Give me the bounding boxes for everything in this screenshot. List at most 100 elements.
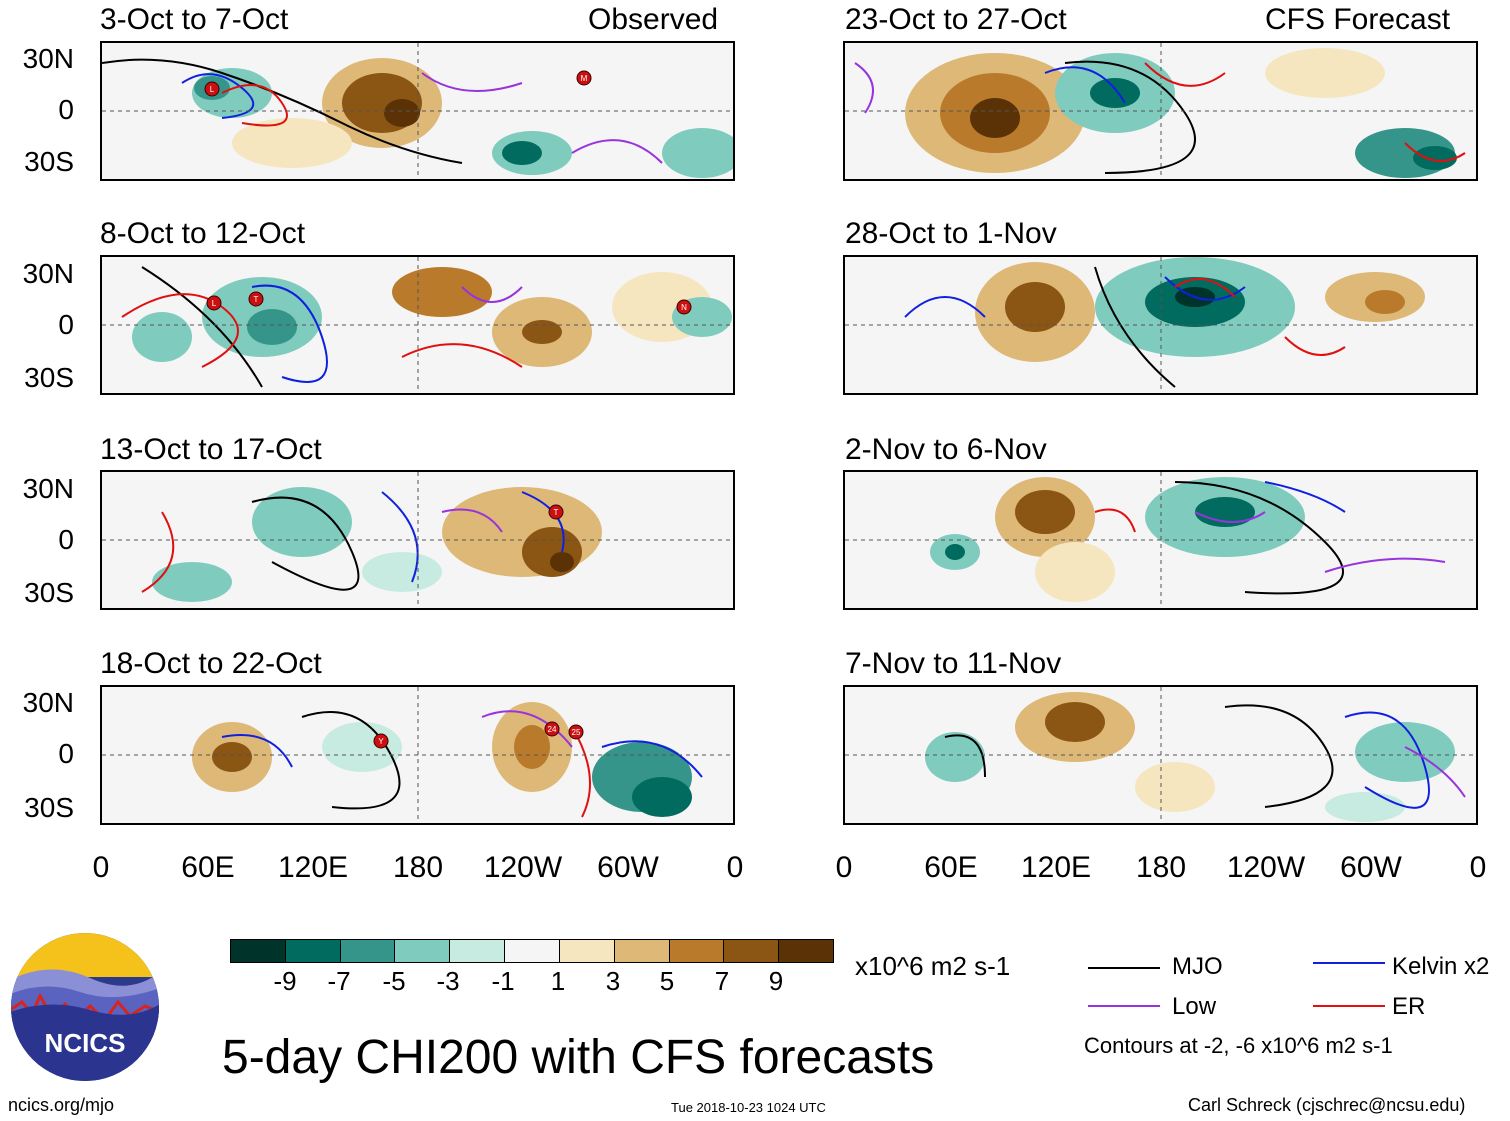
legend-kelvin: Kelvin x2 <box>1392 953 1490 980</box>
anomaly-region <box>362 552 442 592</box>
colorbar-swatch <box>724 940 780 962</box>
anomaly-region <box>1355 722 1455 782</box>
anomaly-region <box>550 552 574 572</box>
panel-title-5: 23-Oct to 27-Oct <box>845 3 1067 36</box>
filtered-contour <box>1324 557 1446 573</box>
lon-label-0: 0 <box>726 851 744 884</box>
filtered-contour <box>1344 711 1430 809</box>
legend-low: Low <box>1172 993 1217 1020</box>
map-panel-4: Y 24 25 <box>100 685 735 825</box>
contour-note: Contours at -2, -6 x10^6 m2 s-1 <box>1084 1033 1393 1058</box>
anomaly-region <box>252 487 352 557</box>
chi-field <box>845 687 1476 823</box>
colorbar-label: -3 <box>436 966 460 996</box>
anomaly-region <box>132 312 192 362</box>
filtered-contour <box>461 286 523 303</box>
panel-title-2: 8-Oct to 12-Oct <box>100 217 306 250</box>
cyclone-label: L <box>212 299 217 308</box>
filtered-contour <box>1174 278 1236 298</box>
lat-label-30n: 30N <box>22 473 74 504</box>
filtered-contour <box>1094 508 1136 533</box>
lon-label-0: 0 <box>835 851 853 884</box>
colorbar-label: 3 <box>605 966 621 996</box>
anomaly-region <box>662 128 733 178</box>
filtered-contour <box>1224 704 1334 808</box>
anomaly-region <box>212 742 252 772</box>
filtered-contour <box>401 343 523 368</box>
colorbar-label: 5 <box>659 966 675 996</box>
filtered-contour <box>1404 142 1466 162</box>
chi-field <box>845 257 1476 393</box>
cfs-forecast-label: CFS Forecast <box>1265 3 1451 36</box>
filtered-contour <box>481 710 573 748</box>
anomaly-region <box>1015 490 1075 534</box>
anomaly-region <box>502 141 542 165</box>
lon-label-60w: 60W <box>597 851 659 884</box>
filtered-contour <box>251 496 360 591</box>
anomaly-region <box>1365 290 1405 314</box>
colorbar-swatch <box>231 940 286 962</box>
cyclone-label: M <box>581 74 588 83</box>
colorbar-swatch <box>505 940 560 962</box>
anomaly-region <box>1413 146 1457 170</box>
filtered-contour <box>221 734 293 768</box>
anomaly-region <box>1045 702 1105 742</box>
anomaly-region <box>1195 497 1255 527</box>
chi-field: Y 24 25 <box>102 687 733 823</box>
colorbar-label: -5 <box>382 966 406 996</box>
filtered-contour <box>141 266 263 388</box>
chi-field: L TN <box>102 257 733 393</box>
cyclone-label: T <box>254 295 259 304</box>
lon-label-60w: 60W <box>1340 851 1402 884</box>
legend-low-line <box>1088 1005 1160 1007</box>
map-panel-7 <box>843 470 1478 610</box>
cyclone-label: T <box>554 508 559 517</box>
filtered-contour <box>441 508 503 533</box>
anomaly-region <box>945 544 965 560</box>
cyclone-marker: T <box>248 291 264 307</box>
filtered-contour <box>1164 276 1246 301</box>
cyclone-label: Y <box>378 737 384 746</box>
legend-er-line <box>1313 1005 1385 1007</box>
filtered-contour <box>1094 266 1176 388</box>
cyclone-marker: L <box>204 81 220 97</box>
anomaly-region <box>384 99 420 127</box>
filtered-contour <box>854 62 874 114</box>
lat-label-30n: 30N <box>22 43 74 74</box>
anomaly-region <box>1005 282 1065 332</box>
lat-label-eq: 0 <box>58 738 74 769</box>
colorbar-label: 1 <box>550 966 566 996</box>
colorbar-label: -7 <box>327 966 351 996</box>
colorbar-swatch <box>340 940 396 962</box>
colorbar-swatch <box>559 940 615 962</box>
lat-label-eq: 0 <box>58 524 74 555</box>
lat-label-30s: 30S <box>24 362 74 393</box>
cyclone-marker: N <box>676 299 692 315</box>
cyclone-label: L <box>210 85 215 94</box>
colorbar-swatch <box>395 940 451 962</box>
filtered-contour <box>141 511 175 593</box>
anomaly-region <box>322 722 402 772</box>
colorbar-label: 9 <box>768 966 784 996</box>
colorbar-swatch <box>614 940 670 962</box>
chi-field: LM <box>102 43 733 179</box>
map-panel-5 <box>843 41 1478 181</box>
anomaly-region <box>522 320 562 344</box>
logo-text: NCICS <box>45 1028 126 1058</box>
filtered-contour <box>904 296 986 318</box>
anomaly-region <box>392 267 492 317</box>
anomaly-region <box>247 309 297 345</box>
chi-field <box>845 43 1476 179</box>
filtered-contour <box>121 293 239 368</box>
cyclone-marker: 25 <box>568 724 584 740</box>
filtered-contour <box>1044 66 1126 104</box>
filtered-contour <box>102 58 463 164</box>
filtered-contour <box>1404 746 1466 798</box>
main-title: 5-day CHI200 with CFS forecasts <box>222 1031 935 1084</box>
panel-title-4: 18-Oct to 22-Oct <box>100 647 322 680</box>
anomaly-region <box>152 562 232 602</box>
cyclone-label: 24 <box>548 725 557 734</box>
lon-label-180: 180 <box>1135 851 1187 884</box>
ncics-logo: NCICS <box>11 933 159 1081</box>
